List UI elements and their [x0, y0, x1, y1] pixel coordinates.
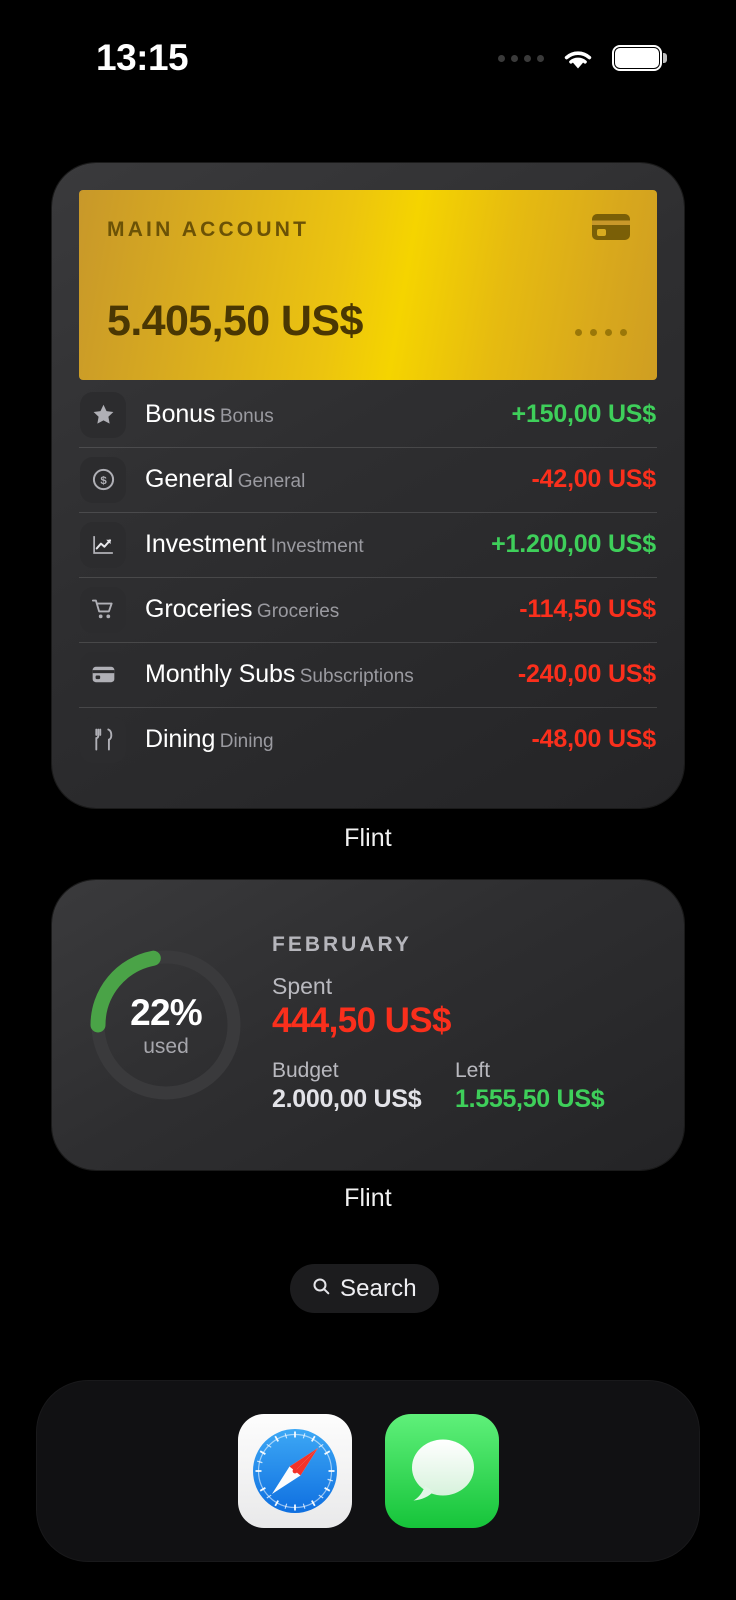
table-row[interactable]: Bonus Bonus +150,00 US$	[79, 382, 657, 447]
transaction-name: Dining	[145, 724, 216, 753]
budget-value: 2.000,00 US$	[272, 1084, 422, 1113]
budget-month: FEBRUARY	[272, 932, 412, 956]
table-row[interactable]: $ General General -42,00 US$	[79, 447, 657, 512]
search-button[interactable]: Search	[290, 1264, 439, 1313]
transaction-amount: +1.200,00 US$	[491, 530, 656, 558]
search-icon	[312, 1277, 331, 1301]
transaction-amount: -114,50 US$	[519, 595, 656, 623]
budget-percent: 22%	[130, 991, 202, 1033]
signal-dots-icon	[498, 54, 544, 62]
table-row[interactable]: Groceries Groceries -114,50 US$	[79, 577, 657, 642]
dollar-coin-icon: $	[80, 456, 126, 503]
table-row[interactable]: Dining Dining -48,00 US$	[79, 707, 657, 772]
status-bar: 13:15	[0, 0, 736, 110]
star-icon	[80, 391, 126, 438]
transaction-subtitle: Investment	[270, 535, 364, 557]
account-widget[interactable]: MAIN ACCOUNT 5.405,50 US$ Bonus Bonus +1…	[52, 163, 684, 808]
search-label: Search	[340, 1274, 417, 1302]
budget-column: Budget 2.000,00 US$	[272, 1059, 455, 1114]
dock	[36, 1380, 700, 1562]
table-row[interactable]: Monthly Subs Subscriptions -240,00 US$	[79, 642, 657, 707]
main-account-card[interactable]: MAIN ACCOUNT 5.405,50 US$	[79, 190, 657, 380]
safari-compass-icon	[252, 1429, 337, 1513]
battery-icon	[612, 45, 667, 71]
credit-card-icon	[80, 651, 126, 698]
budget-percent-caption: used	[143, 1034, 189, 1058]
budget-label: Budget	[272, 1058, 339, 1082]
transaction-amount: -48,00 US$	[531, 725, 657, 753]
budget-widget[interactable]: 22% used FEBRUARY Spent 444,50 US$ Budge…	[52, 880, 684, 1170]
four-dots-icon	[575, 329, 627, 336]
account-widget-label: Flint	[344, 824, 392, 852]
transaction-name: Investment	[145, 529, 267, 558]
table-row[interactable]: Investment Investment +1.200,00 US$	[79, 512, 657, 577]
left-label: Left	[455, 1058, 491, 1082]
left-value: 1.555,50 US$	[455, 1084, 605, 1113]
messages-bubble-icon	[411, 1439, 474, 1501]
transaction-subtitle: Dining	[219, 730, 274, 752]
transaction-name: Groceries	[145, 594, 253, 623]
transaction-subtitle: Groceries	[256, 600, 340, 622]
budget-widget-label: Flint	[344, 1184, 392, 1212]
wifi-icon	[561, 46, 595, 71]
transaction-subtitle: Subscriptions	[299, 665, 414, 687]
credit-card-icon	[591, 212, 631, 242]
transaction-amount: -42,00 US$	[531, 465, 657, 493]
transaction-subtitle: Bonus	[219, 405, 274, 427]
spent-label: Spent	[272, 972, 333, 999]
svg-text:$: $	[100, 475, 107, 487]
account-balance: 5.405,50 US$	[107, 297, 363, 345]
transaction-name: Monthly Subs	[145, 659, 296, 688]
app-icon-safari[interactable]	[237, 1414, 352, 1528]
app-icon-messages[interactable]	[384, 1414, 499, 1528]
transaction-subtitle: General	[237, 470, 306, 492]
cutlery-icon	[80, 716, 126, 763]
transaction-list: Bonus Bonus +150,00 US$ $ General Genera…	[79, 382, 657, 772]
transaction-amount: +150,00 US$	[511, 400, 657, 428]
spent-value: 444,50 US$	[272, 1000, 451, 1040]
budget-progress-ring: 22% used	[86, 945, 246, 1105]
account-card-title: MAIN ACCOUNT	[107, 218, 310, 241]
transaction-name: Bonus	[145, 399, 216, 428]
status-indicators	[498, 45, 667, 71]
transaction-amount: -240,00 US$	[517, 660, 656, 688]
transaction-name: General	[145, 464, 234, 493]
status-time: 13:15	[96, 37, 189, 78]
left-column: Left 1.555,50 US$	[455, 1058, 605, 1114]
chart-line-icon	[80, 521, 126, 568]
shopping-cart-icon	[80, 586, 126, 633]
